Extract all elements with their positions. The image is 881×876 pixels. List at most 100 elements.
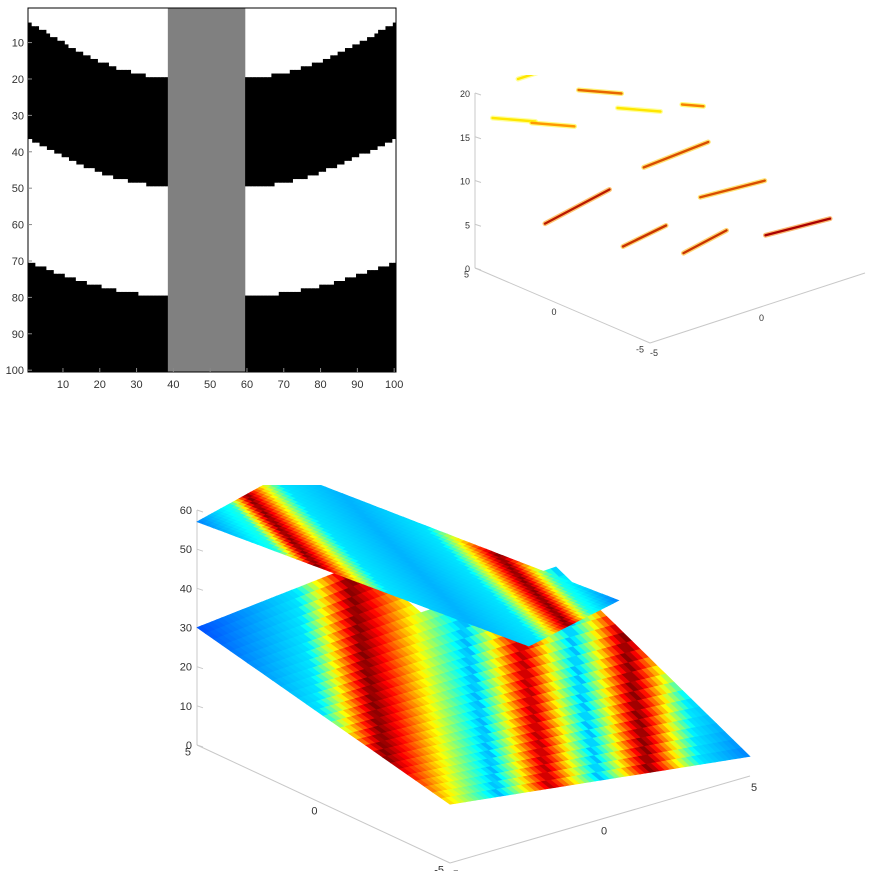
left-region-white-top-column — [102, 8, 106, 63]
right-region-white-top-column — [308, 8, 312, 66]
right-region-white-top-column — [275, 8, 279, 74]
b-z-tick-mark — [475, 137, 481, 139]
left-region-white-top-column — [50, 8, 54, 37]
right-region-white-top-column — [363, 8, 367, 41]
right-region-white-middle-column — [374, 150, 378, 270]
right-region-white-top-column — [352, 8, 356, 44]
b-y-tick-label: 0 — [551, 307, 556, 317]
b-z-tick-label: 5 — [465, 220, 470, 230]
left-region-white-middle-column — [149, 186, 153, 295]
right-region-white-top-column — [374, 8, 378, 33]
right-region-white-middle-column — [278, 183, 282, 292]
right-region-white-top-column — [282, 8, 286, 74]
left-region-white-middle-column — [146, 186, 150, 295]
right-region-white-middle-column — [333, 168, 337, 281]
x-tick-label: 70 — [278, 379, 290, 391]
right-region-white-top-column — [370, 8, 374, 37]
right-region-white-middle-column — [311, 175, 315, 288]
left-region-white-middle-column — [83, 168, 87, 281]
right-region-white-middle-column — [363, 154, 367, 274]
left-region-white-middle-column — [94, 172, 98, 285]
left-region-white-middle-column — [54, 154, 58, 274]
y-tick-label: 10 — [12, 38, 24, 50]
left-region-white-middle-column — [76, 165, 80, 281]
left-region-white-middle-column — [160, 186, 164, 295]
right-region-white-top-column — [256, 8, 260, 77]
x-tick-label: 60 — [241, 379, 253, 391]
right-region-white-top-column — [359, 8, 363, 41]
left-region-white-top-column — [43, 8, 47, 30]
x-tick-label: 100 — [385, 379, 403, 391]
left-region-white-middle-column — [109, 175, 113, 288]
data-segment — [644, 142, 709, 167]
left-region-white-top-column — [28, 8, 32, 23]
right-region-white-top-column — [367, 8, 371, 37]
left-region-white-top-column — [76, 8, 80, 52]
right-region-white-top-column — [315, 8, 319, 63]
right-region-white-middle-column — [300, 179, 304, 288]
left-region-white-top-column — [116, 8, 120, 70]
b-y-tick-label: -5 — [636, 345, 644, 355]
left-region-white-middle-column — [65, 157, 69, 277]
left-region-white-middle-column — [153, 186, 157, 295]
right-region-white-top-column — [330, 8, 334, 55]
right-region-white-middle-column — [356, 157, 360, 273]
left-region-white-middle-column — [157, 186, 161, 295]
left-region-white-top-column — [91, 8, 95, 59]
right-region-white-top-column — [322, 8, 326, 59]
right-region-white-middle-column — [367, 154, 371, 270]
right-region-white-middle-column — [330, 168, 334, 284]
c-z-tick-label: 30 — [180, 623, 192, 635]
c-z-tick-label: 10 — [180, 701, 192, 713]
left-region-white-middle-column — [102, 175, 106, 288]
right-region-white-middle-column — [389, 143, 393, 263]
x-tick-label: 10 — [57, 379, 69, 391]
right-region-white-top-column — [264, 8, 268, 77]
left-region-white-middle-column — [35, 143, 39, 267]
right-region-white-top-column — [337, 8, 341, 52]
data-segment — [766, 219, 831, 236]
left-region-white-middle-column — [124, 179, 128, 292]
b-z-tick-mark — [475, 224, 481, 226]
right-region-white-middle-column — [352, 157, 356, 277]
left-region-white-middle-column — [135, 183, 139, 292]
left-region-white-middle-column — [113, 179, 117, 288]
right-region-white-middle-column — [245, 186, 249, 295]
left-region-white-top-column — [138, 8, 142, 74]
b-x-tick-label: 0 — [759, 313, 764, 323]
c-z-tick-label: 40 — [180, 583, 192, 595]
right-region-white-middle-column — [378, 146, 382, 266]
left-region-white-top-column — [65, 8, 69, 44]
left-region-white-middle-column — [131, 183, 135, 292]
left-region-white-middle-column — [32, 143, 36, 263]
c-z-tick-mark — [197, 706, 203, 708]
left-region-white-top-column — [124, 8, 128, 70]
left-region-white-top-column — [109, 8, 113, 66]
right-region-white-top-column — [260, 8, 264, 77]
right-region-white-middle-column — [293, 179, 297, 292]
left-region-white-middle-column — [120, 179, 124, 292]
right-region-white-middle-column — [308, 175, 312, 288]
left-region-white-top-column — [127, 8, 131, 70]
left-region-white-middle-column — [43, 146, 47, 266]
right-region-white-top-column — [319, 8, 323, 63]
left-region-white-middle-column — [142, 183, 146, 296]
c-y-tick-label: -5 — [434, 864, 444, 871]
gray-band — [168, 8, 245, 372]
left-region-white-top-column — [113, 8, 117, 66]
right-region-white-middle-column — [348, 161, 352, 277]
right-region-white-middle-column — [252, 186, 256, 295]
right-region-white-top-column — [278, 8, 282, 74]
right-region-white-top-column — [300, 8, 304, 66]
left-region-white-top-column — [135, 8, 139, 74]
left-region-white-middle-column — [72, 161, 76, 277]
right-region-white-middle-column — [289, 183, 293, 292]
left-region-white-top-column — [142, 8, 146, 74]
left-region-white-top-column — [54, 8, 58, 37]
right-region-white-middle-column — [271, 186, 275, 295]
b-x-axis-line — [650, 273, 865, 343]
y-tick-label: 70 — [12, 256, 24, 268]
